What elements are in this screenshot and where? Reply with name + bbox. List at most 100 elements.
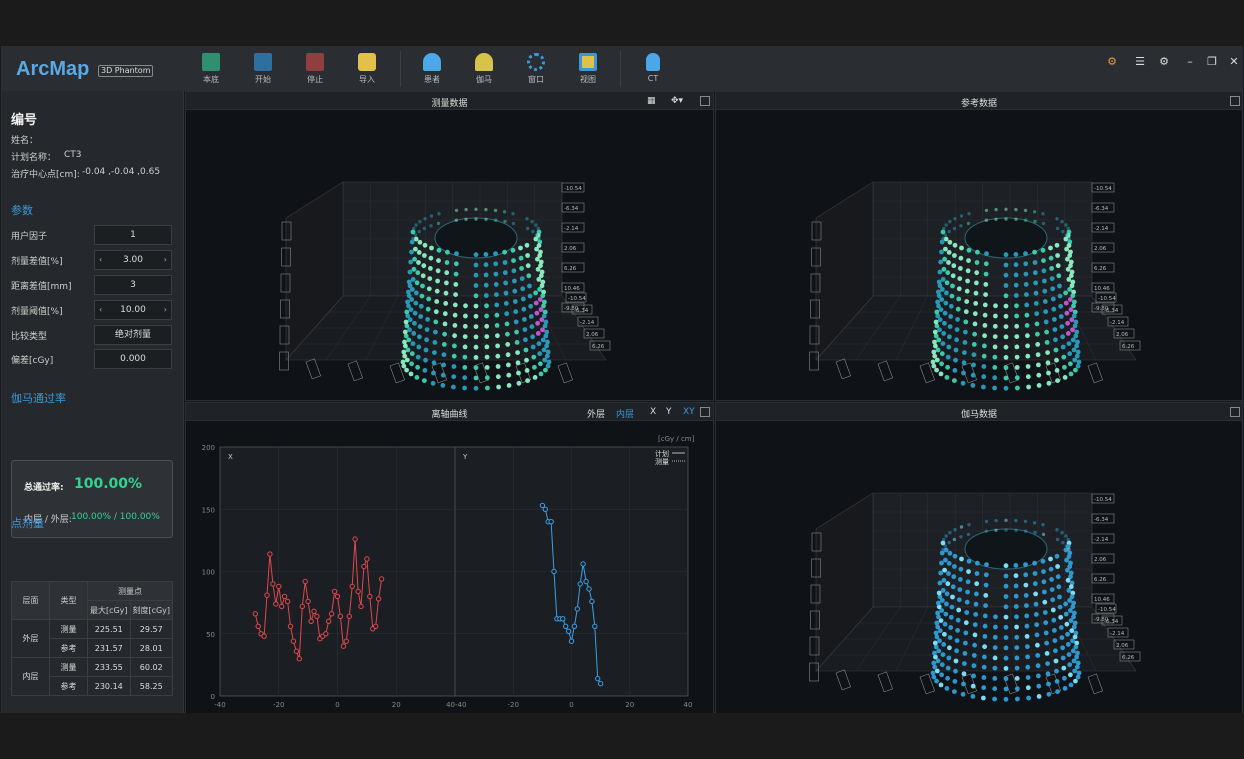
axis-tick-label [810, 273, 821, 293]
dose-point [947, 239, 953, 245]
dose-point [982, 312, 988, 318]
dose-point [984, 562, 989, 567]
dose-point [938, 682, 944, 688]
xy-axis-tab[interactable]: XY [683, 407, 695, 417]
import-button[interactable]: 导入 [347, 53, 387, 89]
dose-point [1044, 640, 1049, 646]
dose-point [1014, 624, 1019, 630]
dose-point [534, 310, 540, 316]
gamma-button[interactable]: 伽马 [464, 53, 504, 89]
start-button[interactable]: 开始 [243, 53, 283, 89]
move-icon[interactable]: ✥▾ [671, 96, 684, 106]
dose-point [540, 293, 546, 299]
dose-diff-stepper[interactable]: ‹ 3.00 › [94, 250, 172, 270]
offset-input[interactable]: 0.000 [94, 349, 172, 369]
maximize-icon[interactable] [700, 96, 710, 106]
dose-point [538, 273, 544, 279]
dose-point [494, 302, 500, 308]
increment-icon[interactable]: › [163, 255, 167, 264]
distance-diff-input[interactable]: 3 [94, 275, 172, 295]
panel-axis-label: Y [462, 453, 468, 461]
increment-icon[interactable]: › [163, 305, 167, 314]
dose-point [530, 220, 534, 224]
dose-point [495, 364, 501, 369]
stop-button[interactable]: 停止 [295, 53, 335, 89]
decrement-icon[interactable]: ‹ [99, 305, 103, 314]
dose-point [537, 297, 543, 302]
data-point [551, 568, 557, 575]
connection-icon[interactable]: ⚙ [1107, 55, 1117, 68]
y-tick-label: 200 [202, 444, 215, 452]
dose-point [941, 642, 947, 647]
dose-point [1065, 331, 1071, 336]
gamma-pass-title: 伽马通过率 [11, 392, 66, 405]
dose-point [421, 263, 427, 269]
dose-point [937, 580, 943, 586]
axis-tick-label: -2.14 [1091, 222, 1115, 233]
panel-title: 参考数据 [960, 99, 997, 109]
dose-point [515, 350, 520, 355]
dose-point [993, 614, 998, 620]
grid-toggle-icon[interactable]: ▦ [647, 96, 656, 106]
dose-point [942, 537, 946, 542]
dose-point [451, 364, 457, 369]
background-button[interactable]: 本底 [191, 53, 231, 89]
3d-dose-view[interactable]: -10.54 -6.34 -2.14 2.06 6.26 10.46 -9.80 -10.54… [186, 110, 715, 401]
svg-text:-2.14: -2.14 [1094, 537, 1109, 543]
dose-point [941, 266, 947, 272]
dose-point [972, 622, 978, 628]
dose-point [518, 255, 524, 261]
3d-dose-view[interactable]: -10.54 -6.34 -2.14 2.06 6.26 10.46 -9.80 -10.54… [716, 110, 1244, 401]
svg-text:6.26: 6.26 [564, 266, 577, 272]
x-axis-tab[interactable]: X [650, 407, 657, 417]
dose-point [934, 668, 940, 674]
inner-layer-tab[interactable]: 内层 [616, 410, 635, 420]
maximize-icon[interactable] [1230, 96, 1240, 106]
dose-point [1003, 324, 1009, 329]
svg-text:-10.54: -10.54 [1094, 186, 1112, 192]
settings-icon[interactable]: ⚙ [1159, 55, 1169, 68]
dose-point [950, 594, 955, 600]
decrement-icon[interactable]: ‹ [99, 255, 103, 264]
dose-point [414, 280, 420, 286]
axis-tick-label [811, 221, 822, 241]
patient-button[interactable]: 患者 [412, 53, 452, 89]
dose-point [528, 303, 534, 309]
data-point [574, 606, 580, 612]
user-factor-input[interactable]: 1 [94, 225, 172, 245]
report-icon[interactable]: ☰ [1135, 55, 1145, 68]
dose-point [1042, 278, 1047, 284]
data-point [571, 623, 578, 630]
dose-point [431, 360, 437, 366]
dose-point [540, 337, 546, 343]
maximize-icon[interactable] [700, 407, 710, 417]
3d-gamma-view[interactable]: -10.54 -6.34 -2.14 2.06 6.26 10.46 -9.80 -10.54… [716, 421, 1244, 714]
dose-point [973, 301, 979, 306]
window-button[interactable]: 窗口 [516, 53, 556, 89]
outer-layer-tab[interactable]: 外层 [587, 410, 606, 420]
data-point [595, 675, 601, 682]
dose-point [1072, 309, 1078, 315]
dose-threshold-stepper[interactable]: ‹ 10.00 › [94, 300, 172, 320]
dose-point [983, 271, 989, 277]
dose-point [483, 282, 489, 288]
maximize-icon[interactable] [1230, 407, 1240, 417]
dose-point [966, 258, 971, 263]
axis-tick-label [919, 362, 935, 384]
dose-point [534, 246, 539, 252]
y-axis-tab[interactable]: Y [666, 407, 672, 417]
dose-point [527, 283, 532, 289]
dose-point [1060, 334, 1065, 340]
dose-point [1024, 312, 1030, 318]
dose-point [422, 253, 427, 258]
dose-point [1036, 673, 1041, 679]
ct-button[interactable]: CT [633, 53, 673, 89]
close-icon[interactable]: ✕ [1229, 55, 1239, 68]
dose-point [473, 303, 479, 309]
dose-point [536, 243, 542, 249]
restore-icon[interactable]: ❐ [1207, 55, 1217, 68]
view-button[interactable]: 视图 [568, 53, 608, 89]
compare-type-select[interactable]: 绝对剂量 [94, 325, 172, 345]
minimize-icon[interactable]: – [1187, 55, 1193, 68]
